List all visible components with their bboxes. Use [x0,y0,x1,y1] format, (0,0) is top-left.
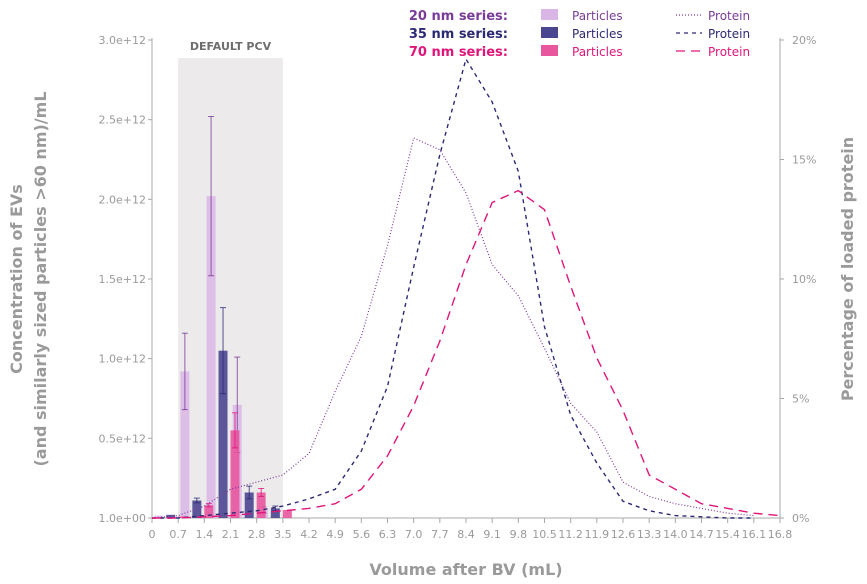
particle-bar [204,505,214,518]
particle-bar [230,430,240,518]
x-tick-label: 5.6 [353,528,371,541]
x-tick-label: 15.4 [715,528,740,541]
x-tick-label: 12.6 [611,528,636,541]
legend-particles-label: Particles [572,9,623,23]
legend-protein-label: Protein [708,27,750,41]
x-tick-label: 7.0 [405,528,423,541]
legend: 20 nm series: Particles Protein 35 nm serie… [409,9,750,60]
protein-line-series-1 [152,57,754,519]
y2-tick-label: 15% [792,154,816,167]
protein-line-series-2 [152,189,781,519]
y2-tick-label: 20% [792,34,816,47]
particle-bar [206,196,216,518]
legend-particles-swatch [541,45,558,56]
y2-tick-label: 5% [792,393,809,406]
band-label: DEFAULT PCV [190,40,272,53]
x-tick-label: 16.8 [768,528,793,541]
legend-particles-label: Particles [572,45,623,59]
y-tick-label: 3.0e+12 [99,34,146,47]
x-tick-label: 3.5 [274,528,292,541]
x-tick-label: 0.7 [169,528,187,541]
particle-bar [256,492,266,518]
protein-lines [151,57,781,519]
particle-bar [192,500,202,518]
y-tick-label: 0.5e+12 [99,432,146,445]
x-tick-label: 9.1 [483,528,501,541]
y2-tick-label: 0% [792,512,809,525]
x-tick-label: 4.9 [326,528,344,541]
x-axis-title: Volume after BV (mL) [369,560,562,579]
x-tick-label: 14.7 [689,528,714,541]
x-tick-label: 13.3 [637,528,662,541]
legend-series-label: 70 nm series: [409,45,508,60]
x-tick-label: 7.7 [431,528,449,541]
y-axis-title-line2: (and similarly sized particles >60 nm)/m… [31,91,50,466]
x-tick-label: 9.8 [510,528,528,541]
legend-particles-swatch [541,9,558,20]
y-tick-label: 2.5e+12 [99,114,146,127]
x-tick-label: 16.1 [742,528,767,541]
y-axis-title-line1: Concentration of EVs [7,184,26,374]
legend-series-label: 35 nm series: [409,27,508,42]
y2-axis-title: Percentage of loaded protein [838,137,857,401]
y-tick-label: 2.0e+12 [99,193,146,206]
x-tick-label: 4.2 [300,528,318,541]
particle-bar [282,510,292,518]
y-tick-label: 1.0e+12 [99,353,146,366]
particle-bar [218,350,228,518]
legend-particles-swatch [541,27,558,38]
x-tick-label: 1.4 [196,528,214,541]
x-tick-label: 10.5 [532,528,557,541]
y2-tick-label: 10% [792,273,816,286]
legend-protein-label: Protein [708,9,750,23]
particle-bar [180,371,190,518]
legend-series-label: 20 nm series: [409,9,508,24]
x-tick-label: 8.4 [457,528,475,541]
x-tick-label: 14.0 [663,528,688,541]
x-tick-label: 2.1 [222,528,240,541]
x-tick-label: 6.3 [379,528,397,541]
y-tick-label: 1.0e+00 [99,512,146,525]
y-tick-label: 1.5e+12 [99,273,146,286]
particle-bar [244,492,254,518]
legend-particles-label: Particles [572,27,623,41]
bars [154,116,292,518]
x-tick-label: 0 [149,528,156,541]
x-tick-label: 11.9 [585,528,610,541]
x-tick-label: 11.2 [558,528,583,541]
legend-protein-label: Protein [708,45,750,59]
x-tick-label: 2.8 [248,528,266,541]
particle-bar [270,508,280,518]
